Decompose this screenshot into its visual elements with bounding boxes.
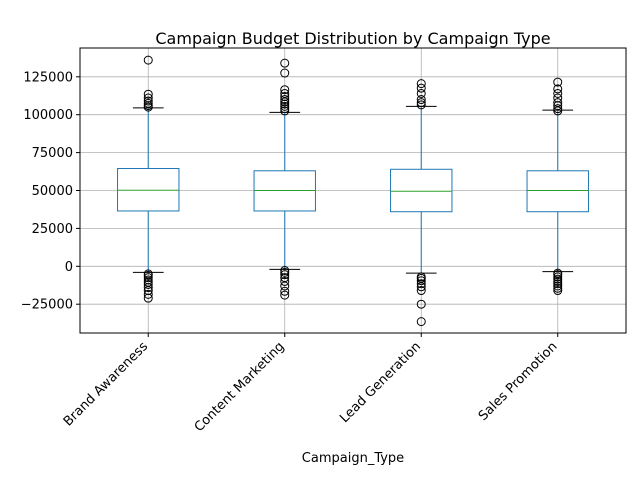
outlier-point: [143, 275, 153, 285]
y-tick-label: 125000: [23, 70, 73, 85]
plot-boxes: [117, 55, 589, 327]
outlier-point: [553, 98, 563, 108]
outlier-point: [553, 279, 563, 289]
outlier-point: [280, 92, 290, 102]
outlier-point: [416, 286, 426, 296]
outlier-point: [553, 104, 563, 114]
outlier-point: [416, 79, 426, 89]
box-group-lead-generation: [390, 79, 453, 327]
outlier-point: [416, 83, 426, 93]
y-tick-label: 50000: [32, 184, 73, 199]
outlier-point: [280, 273, 290, 283]
outlier-point: [553, 286, 563, 296]
iqr-box: [526, 170, 589, 213]
outlier-point: [143, 98, 153, 108]
outlier-point: [416, 100, 426, 110]
y-axis: −25000 0 25000 50000 75000 100000 125000: [21, 70, 80, 313]
outlier-point: [280, 286, 290, 296]
outlier-point: [553, 93, 563, 103]
outlier-point: [143, 269, 153, 279]
outlier-point: [143, 96, 153, 106]
outlier-point: [143, 279, 153, 289]
outlier-point: [280, 276, 290, 286]
outlier-point: [416, 317, 426, 327]
chart-title: Campaign Budget Distribution by Campaign…: [155, 29, 550, 48]
outlier-point: [280, 58, 290, 68]
box-group-sales-promotion: [526, 77, 589, 296]
x-tick-label: Brand Awareness: [61, 339, 151, 429]
outlier-point: [553, 88, 563, 98]
outlier-point: [553, 77, 563, 87]
outlier-point: [553, 274, 563, 284]
x-tick-label: Lead Generation: [337, 339, 424, 426]
x-axis-title: Campaign_Type: [302, 451, 404, 466]
outlier-point: [280, 290, 290, 300]
x-tick-label: Content Marketing: [192, 339, 288, 435]
outlier-point: [280, 101, 290, 111]
outlier-point: [280, 95, 290, 105]
outlier-point: [416, 279, 426, 289]
outlier-point: [280, 85, 290, 95]
outlier-point: [416, 95, 426, 105]
outlier-point: [143, 289, 153, 299]
outlier-point: [143, 93, 153, 103]
outlier-point: [280, 266, 290, 276]
outlier-point: [416, 272, 426, 282]
outlier-point: [553, 283, 563, 293]
outlier-point: [280, 270, 290, 280]
y-tick-label: 0: [65, 260, 73, 275]
outlier-point: [416, 299, 426, 309]
y-tick-label: 75000: [32, 146, 73, 161]
outlier-point: [280, 68, 290, 78]
outlier-point: [553, 84, 563, 94]
x-tick-label: Sales Promotion: [476, 339, 561, 424]
outlier-point: [416, 276, 426, 286]
outlier-point: [143, 55, 153, 65]
outlier-point: [143, 89, 153, 99]
outlier-point: [553, 268, 563, 278]
outlier-point: [143, 273, 153, 283]
outlier-point: [553, 281, 563, 291]
y-tick-label: 25000: [32, 222, 73, 237]
box-group-content-marketing: [253, 58, 316, 300]
outlier-point: [553, 272, 563, 282]
box-group-brand-awareness: [117, 55, 180, 303]
outlier-point: [280, 104, 290, 114]
outlier-point: [280, 106, 290, 116]
x-axis: Brand Awareness Content Marketing Lead Gen…: [61, 333, 561, 435]
y-tick-label: −25000: [21, 298, 73, 313]
y-tick-label: 100000: [23, 108, 73, 123]
iqr-box: [390, 168, 453, 213]
outlier-point: [416, 88, 426, 98]
outlier-point: [416, 98, 426, 108]
outlier-point: [280, 88, 290, 98]
